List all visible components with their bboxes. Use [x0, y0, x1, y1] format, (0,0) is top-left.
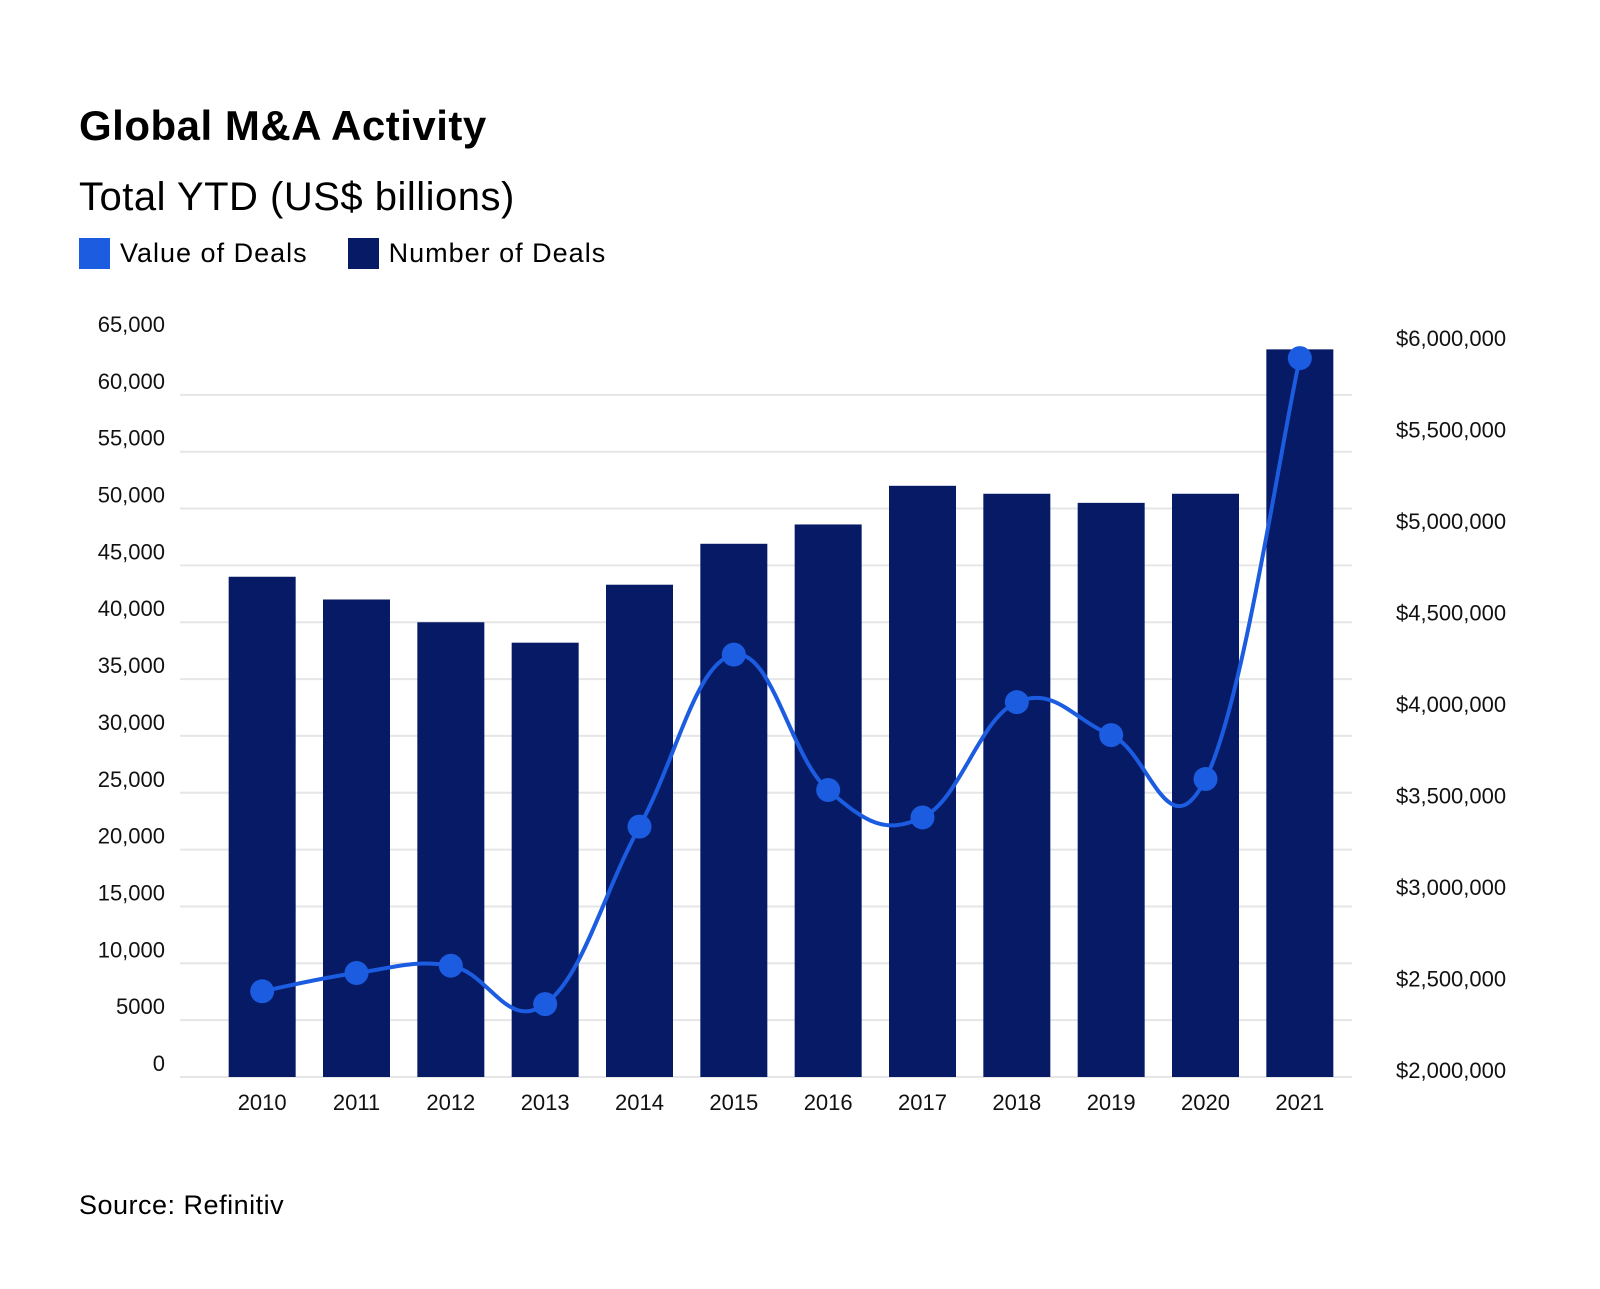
bar-2019: [1077, 502, 1145, 1077]
legend-label-value: Value of Deals: [120, 238, 308, 268]
right-tick-label: $2,000,000: [1396, 1058, 1506, 1083]
bar-2021: [1266, 349, 1334, 1077]
legend: Value of Deals Number of Deals: [79, 238, 646, 269]
x-tick-label: 2010: [238, 1090, 287, 1115]
left-tick-label: 25,000: [98, 767, 165, 792]
legend-swatch-number: [347, 238, 379, 269]
chart-subtitle: Total YTD (US$ billions): [79, 175, 515, 219]
left-tick-label: 40,000: [98, 596, 165, 621]
right-tick-label: $4,000,000: [1396, 692, 1506, 717]
left-tick-label: 10,000: [98, 937, 165, 962]
bar-2011: [323, 599, 390, 1077]
value-point-2021: [1287, 346, 1312, 371]
bar-2012: [417, 622, 485, 1077]
left-tick-label: 35,000: [98, 653, 165, 678]
left-tick-label: 60,000: [98, 369, 165, 394]
left-tick-label: 15,000: [98, 880, 165, 905]
value-point-2010: [250, 979, 275, 1004]
value-point-2018: [1004, 690, 1029, 715]
x-tick-label: 2011: [333, 1090, 380, 1115]
value-point-2015: [721, 642, 746, 667]
value-line: [261, 357, 1302, 1014]
x-tick-label: 2020: [1181, 1090, 1230, 1115]
left-tick-label: 5000: [116, 994, 165, 1019]
value-point-2014: [627, 814, 652, 839]
x-tick-label: 2012: [426, 1090, 475, 1115]
left-tick-label: 30,000: [98, 710, 165, 735]
x-tick-label: 2013: [521, 1090, 570, 1115]
value-point-2013: [533, 992, 558, 1017]
source-note: Source: Refinitiv: [79, 1190, 285, 1220]
right-tick-label: $5,000,000: [1396, 509, 1506, 534]
x-tick-label: 2015: [709, 1090, 758, 1115]
value-point-2017: [910, 805, 935, 830]
value-point-2012: [438, 953, 463, 978]
left-tick-label: 55,000: [98, 426, 165, 451]
right-tick-label: $5,500,000: [1396, 418, 1506, 443]
x-tick-label: 2014: [615, 1090, 664, 1115]
right-tick-label: $2,500,000: [1396, 967, 1506, 992]
right-tick-label: $3,500,000: [1396, 784, 1506, 809]
value-point-2016: [816, 778, 841, 803]
left-tick-label: 0: [153, 1051, 165, 1076]
bar-2017: [889, 485, 956, 1077]
right-tick-label: $3,000,000: [1396, 875, 1506, 900]
right-tick-label: $6,000,000: [1396, 326, 1506, 351]
legend-item-number: Number of Deals: [347, 238, 607, 269]
left-tick-label: 45,000: [98, 539, 165, 564]
value-point-2019: [1099, 723, 1124, 748]
chart-title: Global M&A Activity: [79, 102, 487, 149]
x-tick-label: 2021: [1275, 1090, 1324, 1115]
bar-2018: [983, 493, 1051, 1078]
legend-swatch-value: [79, 238, 110, 269]
bar-2015: [700, 543, 768, 1077]
right-tick-label: $4,500,000: [1396, 601, 1506, 626]
left-tick-label: 20,000: [98, 824, 165, 849]
value-point-2011: [344, 961, 369, 986]
x-tick-label: 2017: [898, 1090, 947, 1115]
x-tick-label: 2018: [992, 1090, 1041, 1115]
x-tick-label: 2016: [804, 1090, 853, 1115]
value-point-2020: [1193, 767, 1218, 792]
legend-item-value: Value of Deals: [79, 238, 308, 269]
left-tick-label: 50,000: [98, 483, 165, 508]
legend-label-number: Number of Deals: [388, 238, 607, 268]
x-tick-label: 2019: [1087, 1090, 1136, 1115]
left-tick-label: 65,000: [98, 312, 165, 337]
